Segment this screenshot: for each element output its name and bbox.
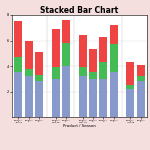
Bar bbox=[35, 75, 43, 81]
Bar bbox=[126, 85, 134, 89]
Bar bbox=[110, 72, 118, 117]
Bar bbox=[25, 76, 33, 117]
Bar bbox=[137, 76, 145, 81]
Bar bbox=[89, 49, 97, 72]
Bar bbox=[99, 37, 107, 62]
Bar bbox=[79, 76, 87, 117]
Bar bbox=[62, 43, 70, 66]
Bar bbox=[99, 62, 107, 79]
Bar bbox=[52, 29, 60, 67]
Bar bbox=[14, 57, 22, 72]
Bar bbox=[62, 66, 70, 117]
Bar bbox=[89, 72, 97, 79]
Bar bbox=[62, 20, 70, 43]
Bar bbox=[99, 79, 107, 117]
Bar bbox=[137, 65, 145, 76]
Bar bbox=[110, 44, 118, 72]
Bar bbox=[89, 79, 97, 117]
Bar bbox=[137, 81, 145, 117]
Bar bbox=[14, 72, 22, 117]
Bar bbox=[25, 40, 33, 69]
Bar bbox=[14, 21, 22, 57]
Bar bbox=[35, 52, 43, 75]
Bar bbox=[79, 67, 87, 76]
X-axis label: Product / Season: Product / Season bbox=[63, 124, 96, 128]
Bar bbox=[126, 62, 134, 85]
Bar bbox=[52, 67, 60, 79]
Bar bbox=[35, 81, 43, 117]
Bar bbox=[25, 69, 33, 76]
Title: Stacked Bar Chart: Stacked Bar Chart bbox=[40, 6, 119, 15]
Bar bbox=[52, 79, 60, 117]
Bar bbox=[110, 25, 118, 44]
Bar bbox=[126, 89, 134, 117]
Bar bbox=[79, 35, 87, 67]
